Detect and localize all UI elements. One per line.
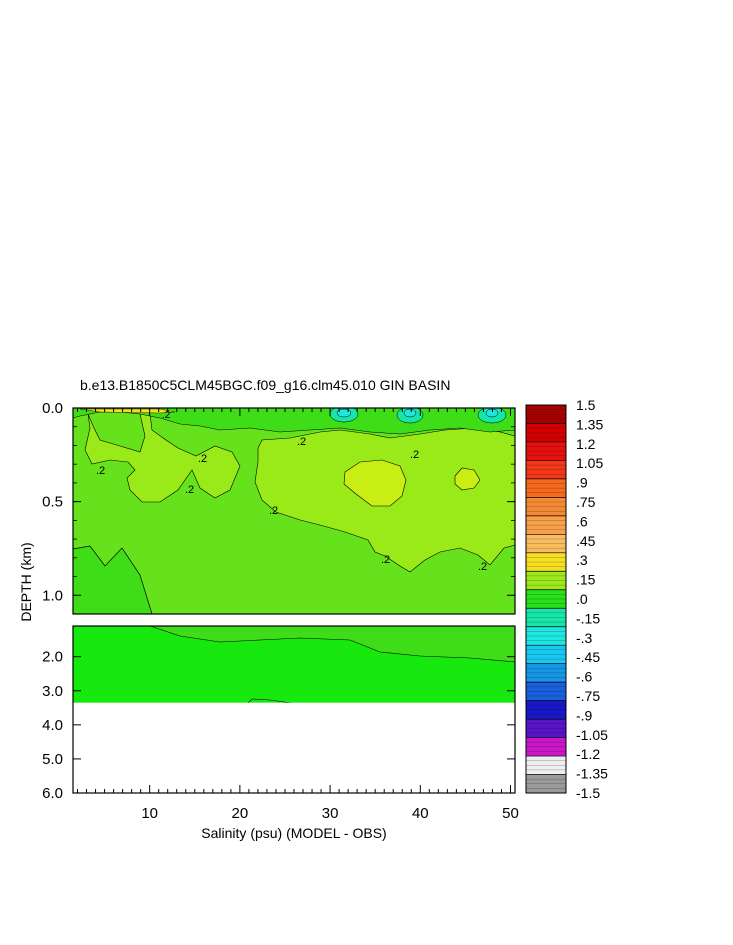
colorbar-swatch (526, 663, 566, 683)
y-tick-label: 3.0 (42, 683, 63, 700)
colorbar-swatch (526, 534, 566, 554)
colorbar-label: -1.35 (576, 766, 608, 782)
colorbar-swatch (526, 460, 566, 480)
colorbar-swatch (526, 423, 566, 443)
colorbar-swatch (526, 719, 566, 738)
surface-min-2-core (403, 408, 417, 418)
colorbar-swatch (526, 571, 566, 591)
colorbar-swatch (526, 700, 566, 720)
colorbar-label: -.9 (576, 707, 593, 723)
contour-label: .2 (381, 554, 390, 566)
colorbar-label: .0 (576, 591, 588, 607)
y-axis-tick-labels: 0.0 0.5 1.0 2.0 3.0 4.0 5.0 6.0 (42, 400, 63, 802)
x-axis-tick-labels: 10 20 30 40 50 (141, 805, 519, 822)
colorbar-label: .9 (576, 475, 588, 491)
contour-label: .2 (96, 465, 105, 477)
y-tick-label: 1.0 (42, 587, 63, 604)
contour-label: .2 (185, 484, 194, 496)
y-tick-label: 0.5 (42, 494, 63, 511)
region-0.2 (84, 413, 241, 503)
region-0.3-core (343, 459, 407, 507)
colorbar-swatch (526, 608, 566, 628)
upper-panel: .2 .2 .2 .2 .2 .2 .2 .2 .2 (73, 408, 515, 614)
colorbar-label: .6 (576, 513, 588, 529)
x-tick-label: 40 (412, 805, 429, 822)
colorbar-label: .15 (576, 572, 596, 588)
surface-min-1-core (336, 408, 352, 418)
colorbar-label: -1.2 (576, 746, 600, 762)
colorbar-label: -.45 (576, 649, 600, 665)
x-tick-label: 20 (232, 805, 249, 822)
x-tick-label: 30 (322, 805, 339, 822)
colorbar-swatch (526, 552, 566, 572)
colorbar-label: 1.2 (576, 436, 596, 452)
surface-high-streak (79, 408, 176, 414)
region-deep-green-left (73, 546, 152, 614)
contour-label: .2 (269, 505, 278, 517)
colorbar-frame (525, 404, 567, 794)
x-tick-label: 10 (141, 805, 158, 822)
colorbar-swatch (526, 737, 566, 757)
colorbar-swatch (526, 405, 566, 424)
colorbar-label: -.6 (576, 669, 593, 685)
y-axis-label: DEPTH (km) (18, 542, 34, 621)
colorbar-swatch (526, 682, 566, 701)
x-axis-ticks (77, 408, 511, 793)
colorbar-label: 1.05 (576, 455, 603, 471)
colorbar-label: 1.35 (576, 416, 603, 432)
colorbar-labels: 1.5 1.35 1.2 1.05 .9 .75 .6 .45 .3 .15 .0 -.15 -.3 -.… (576, 397, 608, 801)
colorbar-swatch (526, 478, 566, 498)
colorbar-swatch (526, 441, 566, 461)
colorbar-label: -.75 (576, 688, 600, 704)
colorbar-label: -.15 (576, 610, 600, 626)
colorbar-label: .3 (576, 552, 588, 568)
colorbar-label: -1.5 (576, 785, 600, 801)
colorbar-swatch (526, 645, 566, 664)
x-tick-label: 50 (502, 805, 519, 822)
y-tick-label: 2.0 (42, 649, 63, 666)
colorbar-swatch (526, 589, 566, 609)
contour-line-lower (247, 698, 294, 703)
region-0.3-small (454, 467, 481, 491)
colorbar-label: -1.05 (576, 727, 608, 743)
colorbar-label: -.3 (576, 630, 593, 646)
y-axis-ticks (73, 407, 515, 794)
colorbar-swatch (526, 497, 566, 517)
y-tick-label: 4.0 (42, 717, 63, 734)
colorbar-swatch (526, 626, 566, 646)
lower-panel-empty-area (73, 702, 515, 793)
y-tick-label: 0.0 (42, 400, 63, 417)
region-lower-upper (73, 626, 515, 663)
colorbar-label: .75 (576, 494, 596, 510)
colorbar (526, 404, 566, 794)
colorbar-swatch (526, 515, 566, 535)
contour-label: .2 (198, 453, 207, 465)
y-tick-label: 6.0 (42, 785, 63, 802)
contour-line-upper (73, 545, 153, 614)
colorbar-label: .45 (576, 533, 596, 549)
contour-label: .2 (162, 410, 171, 421)
colorbar-swatch (526, 756, 566, 775)
contour-label: .2 (478, 561, 487, 573)
lower-panel (73, 626, 515, 703)
colorbar-swatch (526, 774, 566, 794)
chart-title: b.e13.B1850C5CLM45BGC.f09_g16.clm45.010 … (80, 377, 450, 393)
x-axis-label: Salinity (psu) (MODEL - OBS) (201, 825, 386, 841)
contour-label: .2 (297, 436, 306, 448)
contour-label: .2 (410, 449, 419, 461)
y-tick-label: 5.0 (42, 751, 63, 768)
colorbar-label: 1.5 (576, 397, 596, 413)
